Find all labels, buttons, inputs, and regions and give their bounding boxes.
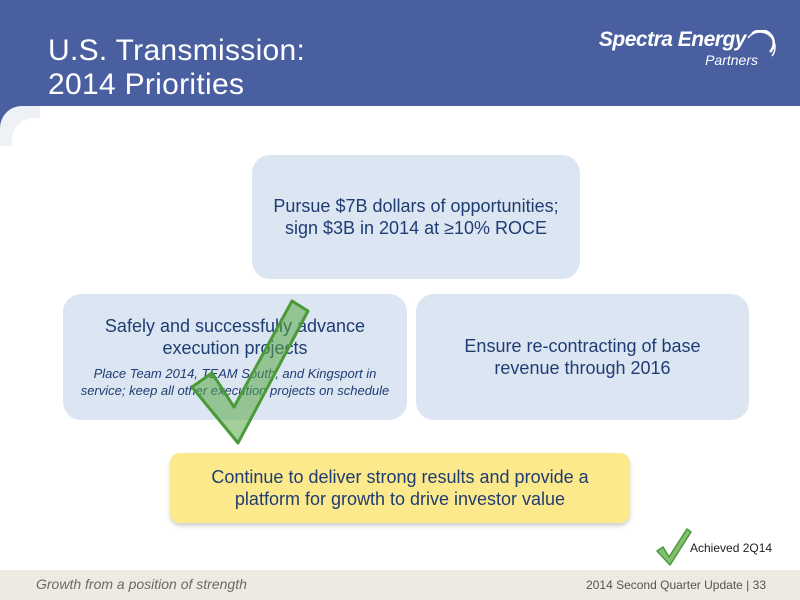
page-title: U.S. Transmission: 2014 Priorities — [48, 34, 305, 102]
footer-page-info: 2014 Second Quarter Update | 33 — [586, 578, 766, 592]
page-number: 33 — [752, 578, 766, 592]
priority-subtext: Place Team 2014, TEAM South, and Kingspo… — [80, 366, 390, 398]
footer-separator: | — [746, 578, 750, 592]
footer-bar: Growth from a position of strength 2014 … — [0, 570, 800, 600]
header-bar: U.S. Transmission: 2014 Priorities Spect… — [0, 0, 800, 106]
priority-box-opportunities: Pursue $7B dollars of opportunities; sig… — [252, 155, 580, 279]
checkmark-icon — [656, 528, 692, 566]
priority-text: Ensure re-contracting of base revenue th… — [464, 336, 701, 378]
update-label: 2014 Second Quarter Update — [586, 578, 743, 592]
logo-sub-text: Partners — [705, 52, 758, 68]
priority-text: Pursue $7B dollars of opportunities; sig… — [273, 196, 559, 238]
priority-box-strategic-goal: Continue to deliver strong results and p… — [170, 453, 630, 523]
achieved-legend-label: Achieved 2Q14 — [690, 541, 773, 555]
title-line-2: 2014 Priorities — [48, 68, 245, 101]
footer-tagline: Growth from a position of strength — [36, 576, 247, 592]
priority-box-recontracting: Ensure re-contracting of base revenue th… — [416, 294, 749, 420]
spectra-energy-partners-logo: Spectra Energy Partners — [599, 28, 780, 72]
goal-text: Continue to deliver strong results and p… — [211, 467, 589, 509]
title-line-1: U.S. Transmission: — [48, 34, 306, 67]
checkmark-icon — [190, 299, 310, 445]
logo-main-text: Spectra Energy — [598, 28, 747, 51]
priority-box-execution: Safely and successfully advance executio… — [63, 294, 407, 420]
logo-swoosh-icon — [747, 30, 776, 57]
